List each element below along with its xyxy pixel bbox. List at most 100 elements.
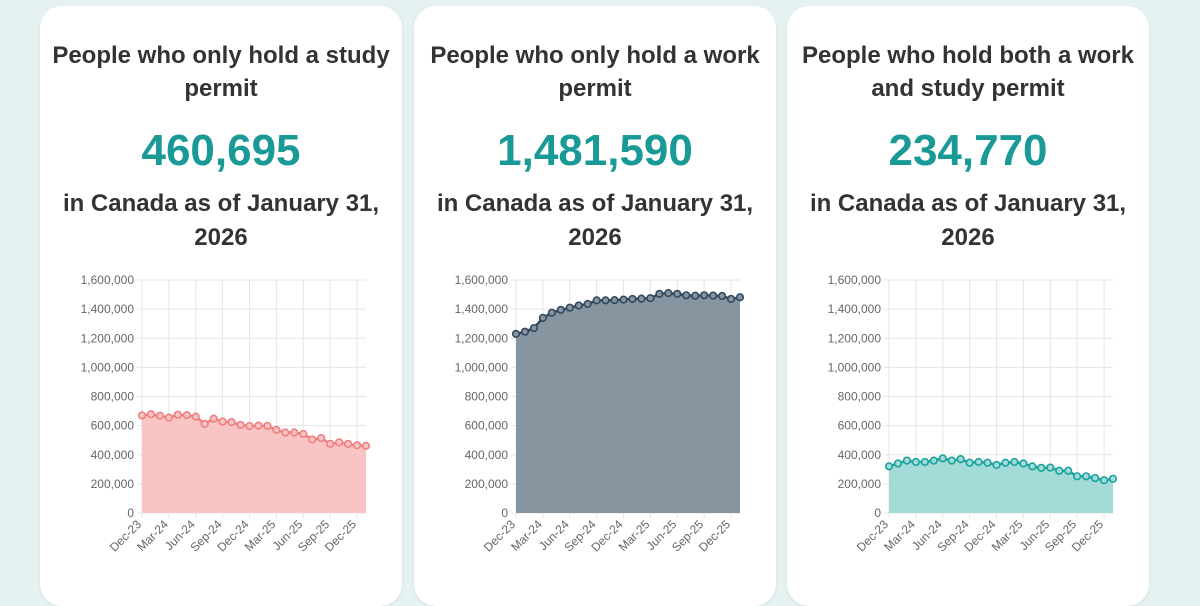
data-point	[281, 428, 290, 437]
data-point	[227, 418, 236, 427]
y-tick-label: 200,000	[838, 477, 882, 491]
y-tick-label: 0	[127, 506, 134, 520]
y-tick-label: 600,000	[465, 419, 509, 433]
data-point	[1010, 457, 1019, 467]
y-tick-label: 1,200,000	[828, 331, 882, 345]
data-point	[735, 293, 745, 302]
y-tick-label: 1,400,000	[455, 302, 509, 316]
data-point	[343, 439, 353, 448]
card-title: People who only hold a work permit	[430, 42, 760, 102]
data-point	[709, 291, 718, 300]
data-point	[299, 429, 308, 439]
data-point	[1028, 462, 1037, 471]
data-point	[290, 428, 299, 437]
y-tick-label: 0	[501, 506, 508, 520]
data-point	[1082, 472, 1091, 481]
card-subtitle: in Canada as of January 31, 2026	[436, 190, 754, 251]
data-point	[538, 313, 547, 322]
data-point	[574, 301, 583, 310]
data-point	[610, 295, 619, 305]
data-point	[893, 459, 903, 468]
y-tick-label: 0	[874, 506, 881, 520]
card-value: 1,481,590	[497, 126, 693, 175]
data-point	[1019, 459, 1028, 468]
y-tick-label: 1,200,000	[455, 331, 509, 345]
data-point	[956, 455, 965, 464]
x-tick-label: Mar-25	[242, 517, 279, 554]
data-point	[619, 295, 628, 304]
y-tick-label: 1,400,000	[828, 302, 882, 316]
card-value: 234,770	[888, 126, 1048, 175]
data-point	[326, 439, 335, 448]
data-point	[352, 441, 362, 450]
data-point	[254, 421, 263, 430]
data-point	[992, 460, 1001, 470]
data-point	[583, 299, 592, 309]
data-point	[1099, 476, 1109, 485]
data-point	[947, 456, 956, 465]
data-point	[646, 294, 655, 303]
data-point	[1064, 466, 1073, 475]
chart-work-permit: 0 200,000 400,000 600,000 800,000 1,000,000 1,…	[455, 273, 745, 554]
data-point	[146, 410, 156, 419]
data-point	[1001, 458, 1010, 467]
card-study-permit: People who only hold a study permit 460,…	[40, 6, 402, 606]
series-area	[142, 414, 366, 513]
data-point	[182, 411, 191, 420]
chart-study-permit: 0 200,000 400,000 600,000 800,000 1,000,000 1,…	[81, 273, 371, 554]
y-tick-label: 800,000	[838, 390, 882, 404]
data-point	[682, 291, 691, 300]
data-point	[902, 456, 912, 465]
data-point	[1090, 473, 1100, 483]
data-point	[664, 289, 673, 298]
data-point	[911, 457, 920, 467]
data-point	[929, 456, 938, 465]
data-point	[1073, 472, 1082, 481]
y-tick-label: 800,000	[465, 390, 509, 404]
y-tick-label: 200,000	[465, 477, 509, 491]
card-work-permit: People who only hold a work permit 1,481…	[414, 6, 776, 606]
data-point	[655, 289, 664, 298]
data-point	[308, 435, 317, 444]
data-point	[673, 289, 682, 298]
data-point	[361, 441, 371, 451]
y-tick-label: 1,600,000	[455, 273, 509, 287]
data-point	[965, 458, 974, 467]
data-point	[529, 323, 539, 333]
data-point	[637, 294, 646, 303]
card-subtitle: in Canada as of January 31, 2026	[62, 190, 380, 251]
data-point	[173, 410, 182, 419]
y-tick-label: 400,000	[465, 448, 509, 462]
x-tick-label: Mar-24	[134, 517, 171, 554]
data-point	[155, 411, 165, 420]
data-point	[547, 308, 556, 317]
data-point	[556, 305, 565, 314]
x-tick-label: Mar-25	[616, 517, 653, 554]
y-tick-label: 1,000,000	[828, 360, 882, 374]
y-tick-label: 600,000	[838, 419, 882, 433]
data-point	[236, 420, 245, 429]
y-tick-label: 400,000	[91, 448, 135, 462]
data-point	[317, 433, 326, 443]
y-tick-label: 1,600,000	[828, 273, 882, 287]
data-point	[218, 417, 227, 426]
y-tick-label: 1,400,000	[81, 302, 135, 316]
y-tick-label: 200,000	[91, 477, 135, 491]
chart-work-and-study-permit: 0 200,000 400,000 600,000 800,000 1,000,000 1,…	[828, 273, 1118, 554]
data-point	[1108, 474, 1118, 483]
data-point	[272, 425, 281, 435]
data-point	[565, 303, 574, 312]
x-tick-label: Mar-24	[881, 517, 918, 554]
y-tick-label: 600,000	[91, 419, 135, 433]
data-point	[592, 296, 601, 305]
card-value: 460,695	[141, 126, 301, 175]
y-tick-label: 1,600,000	[81, 273, 135, 287]
data-point	[974, 457, 983, 467]
data-point	[717, 291, 727, 301]
y-tick-label: 1,200,000	[81, 331, 135, 345]
data-point	[1055, 466, 1064, 475]
data-point	[983, 458, 992, 467]
x-tick-label: Mar-24	[508, 517, 545, 554]
series-area	[516, 293, 740, 513]
y-tick-label: 400,000	[838, 448, 882, 462]
